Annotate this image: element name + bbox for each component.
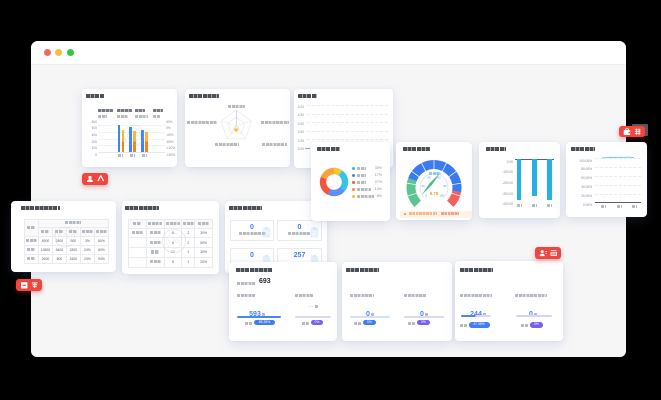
svg-text:0: 0: [425, 193, 427, 197]
svg-text:100: 100: [439, 193, 444, 197]
svg-text:80: 80: [443, 184, 447, 188]
svg-text:60: 60: [437, 176, 441, 180]
svg-text:20: 20: [421, 184, 425, 188]
svg-text:40: 40: [427, 176, 431, 180]
